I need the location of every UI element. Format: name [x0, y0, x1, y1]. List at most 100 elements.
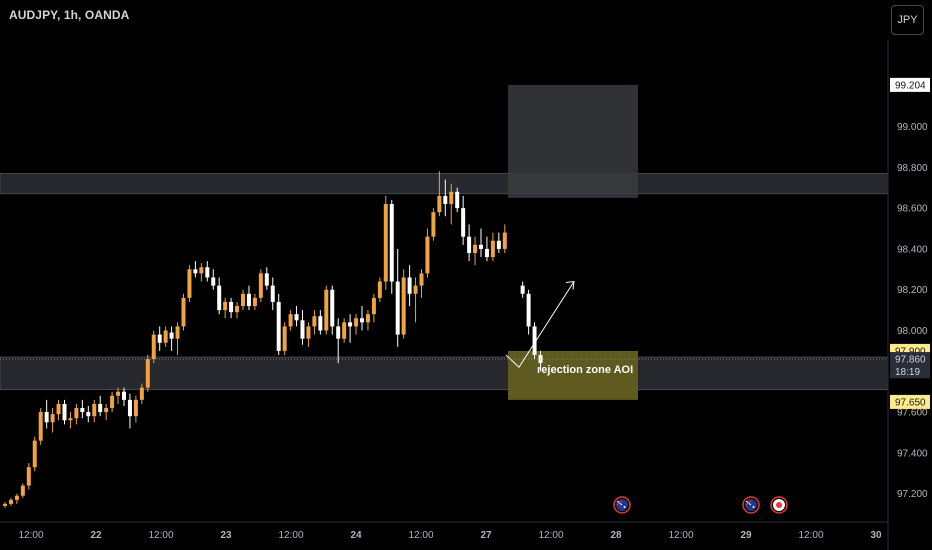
price-tick-label: 98.600 — [897, 204, 928, 215]
rejection-zone-label: rejection zone AOI — [537, 364, 634, 377]
time-tick-label: 12:00 — [408, 530, 433, 541]
australia-flag-cross — [616, 500, 623, 506]
candle-body — [20, 485, 25, 496]
candle-body — [425, 236, 430, 274]
candle-body — [68, 418, 73, 421]
candle-body — [199, 267, 204, 274]
candle-body — [383, 204, 388, 282]
candle-body — [360, 318, 364, 323]
candle-body — [419, 273, 424, 286]
candle-body — [187, 269, 192, 298]
candle-body — [395, 281, 400, 335]
candle-body — [175, 326, 180, 339]
price-tick-label: 97.400 — [897, 448, 928, 459]
candle-body — [312, 316, 317, 327]
price-label-bg — [890, 364, 930, 379]
candle-body — [270, 285, 275, 302]
candle-body — [74, 408, 79, 419]
price-label: 99.204 — [895, 80, 926, 91]
candle-body — [163, 330, 168, 343]
candle-body — [98, 403, 103, 413]
candle-body — [371, 297, 376, 315]
price-tick-label: 98.400 — [897, 244, 928, 255]
time-tick-label: 12:00 — [538, 530, 563, 541]
candle-body — [461, 208, 466, 237]
time-tick-label: 29 — [740, 530, 752, 541]
candle-body — [502, 232, 507, 249]
candle-body — [127, 399, 132, 417]
candle-body — [62, 403, 67, 421]
candle-body — [467, 236, 472, 253]
candle-body — [449, 191, 454, 205]
candle-body — [169, 332, 174, 339]
time-tick-label: 12:00 — [148, 530, 173, 541]
candle-body — [401, 277, 406, 335]
candle-body — [443, 195, 448, 205]
candle-body — [431, 212, 436, 237]
candle-body — [80, 408, 85, 413]
candle-body — [484, 248, 489, 258]
candle-body — [324, 289, 329, 331]
candle-body — [473, 244, 478, 253]
candle-body — [116, 391, 121, 396]
time-tick-label: 30 — [870, 530, 882, 541]
price-label: 97.900 — [895, 346, 926, 357]
candle-body — [211, 277, 216, 286]
candle-body — [318, 316, 323, 331]
price-tick-label: 97.200 — [897, 489, 928, 500]
candle-body — [26, 467, 31, 486]
candle-body — [479, 244, 483, 249]
candle-body — [157, 334, 162, 343]
time-tick-label: 28 — [610, 530, 622, 541]
candle-body — [377, 281, 382, 298]
candle-body — [306, 326, 311, 339]
price-label: 18:19 — [895, 367, 920, 378]
candle-body — [496, 240, 501, 249]
australia-flag-cross — [745, 500, 752, 506]
price-tick-label: 98.000 — [897, 326, 928, 337]
time-tick-label: 12:00 — [798, 530, 823, 541]
time-tick-label: 27 — [480, 530, 492, 541]
resistance-zone — [0, 173, 889, 195]
time-tick-label: 12:00 — [668, 530, 693, 541]
candle-body — [223, 301, 228, 311]
candle-body — [193, 269, 198, 274]
candle-body — [348, 322, 353, 327]
candle-body — [264, 273, 269, 286]
candle-body — [205, 267, 210, 278]
price-label-bg — [890, 394, 930, 409]
candle-body — [437, 195, 442, 213]
candle-body — [122, 391, 126, 400]
candle-body — [145, 359, 150, 388]
candle-body — [241, 293, 245, 307]
candle-body — [44, 412, 49, 423]
candle-body — [294, 314, 299, 321]
candle-body — [56, 403, 61, 415]
candle-body — [92, 403, 97, 417]
candle-body — [413, 285, 418, 294]
candle-body — [276, 301, 281, 351]
candle-body — [365, 314, 370, 323]
time-tick-label: 22 — [90, 530, 102, 541]
support-zone — [0, 356, 889, 391]
currency-button[interactable]: JPY — [891, 5, 924, 35]
candle-body — [407, 277, 412, 294]
projection-arrow-head — [565, 280, 575, 290]
candle-body — [110, 395, 115, 409]
candle-body — [50, 414, 55, 423]
candle-body — [217, 285, 222, 311]
time-tick-label: 23 — [220, 530, 232, 541]
candle-body — [342, 322, 347, 339]
candle-body — [246, 293, 251, 307]
time-tick-label: 12:00 — [278, 530, 303, 541]
japan-flag-dot — [776, 502, 782, 508]
candle-body — [330, 289, 335, 327]
candle-body — [104, 408, 109, 413]
australia-flag-star — [623, 506, 626, 508]
price-tick-label: 97.600 — [897, 408, 928, 419]
price-label-bg — [890, 352, 930, 367]
australia-flag-star — [752, 506, 755, 508]
symbol-title: AUDJPY, 1h, OANDA — [9, 8, 130, 22]
price-label: 97.650 — [895, 397, 926, 408]
